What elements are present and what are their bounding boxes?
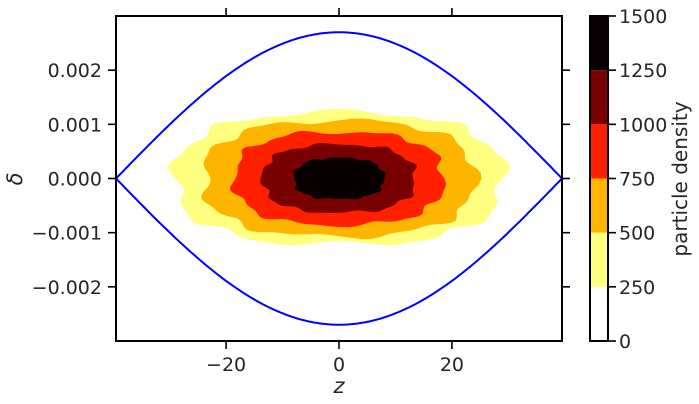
separatrix-upper [115, 31, 563, 180]
colorbar-tick-label: 1500 [619, 6, 667, 28]
colorbar-segment-3 [590, 124, 608, 179]
y-axis-label: δ [3, 173, 27, 186]
x-tick-label: −20 [206, 354, 246, 376]
colorbar-tick-label: 1000 [619, 114, 667, 136]
colorbar: 0 250 500 750 1000 1250 1500 particle density [589, 6, 692, 353]
colorbar-label: particle density [668, 101, 692, 256]
y-tick-label: −0.001 [32, 223, 102, 245]
colorbar-tick-label: 1250 [619, 60, 667, 82]
y-axis-ticks: 0.002 0.001 0.000 −0.001 −0.002 [32, 60, 570, 299]
separatrix-lower [115, 177, 563, 326]
colorbar-segments [590, 16, 608, 341]
colorbar-segment-0 [590, 286, 608, 341]
density-contour-1250 [293, 157, 386, 200]
x-axis-ticks: −20 0 20 [206, 8, 464, 376]
colorbar-tick-label: 0 [619, 331, 631, 353]
colorbar-segment-2 [590, 178, 608, 233]
y-tick-label: 0.002 [48, 60, 102, 82]
plot-area [115, 31, 563, 326]
density-contours [168, 108, 510, 246]
colorbar-segment-1 [590, 232, 608, 287]
separatrix [115, 31, 563, 326]
y-tick-label: 0.001 [48, 114, 102, 136]
colorbar-ticks: 0 250 500 750 1000 1250 1500 [608, 6, 667, 353]
colorbar-tick-label: 500 [619, 223, 655, 245]
colorbar-tick-label: 750 [619, 169, 655, 191]
x-tick-label: 20 [440, 354, 464, 376]
x-tick-label: 0 [333, 354, 345, 376]
x-axis-label: z [332, 374, 345, 398]
colorbar-tick-label: 250 [619, 277, 655, 299]
y-tick-label: −0.002 [32, 277, 102, 299]
colorbar-segment-4 [590, 70, 608, 125]
y-tick-label: 0.000 [48, 169, 102, 191]
colorbar-segment-5 [590, 16, 608, 71]
